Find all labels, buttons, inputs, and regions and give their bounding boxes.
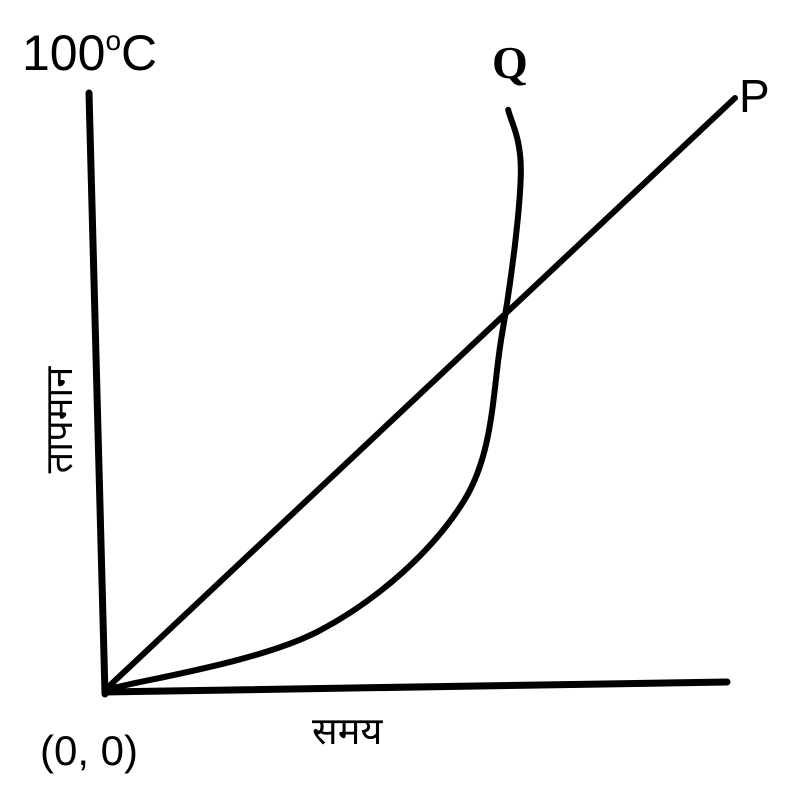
origin-label: (0, 0) [40, 727, 138, 774]
y-axis-label: तापमान [37, 366, 81, 474]
y-max-label: 100oC [22, 25, 157, 81]
x-axis-label: समय [312, 709, 383, 753]
series-label-p: P [739, 70, 770, 122]
series-line-p [102, 95, 738, 693]
x-axis [101, 678, 731, 696]
y-axis [85, 89, 109, 698]
series-label-q: Q [492, 37, 528, 88]
series-line-q [102, 106, 524, 693]
